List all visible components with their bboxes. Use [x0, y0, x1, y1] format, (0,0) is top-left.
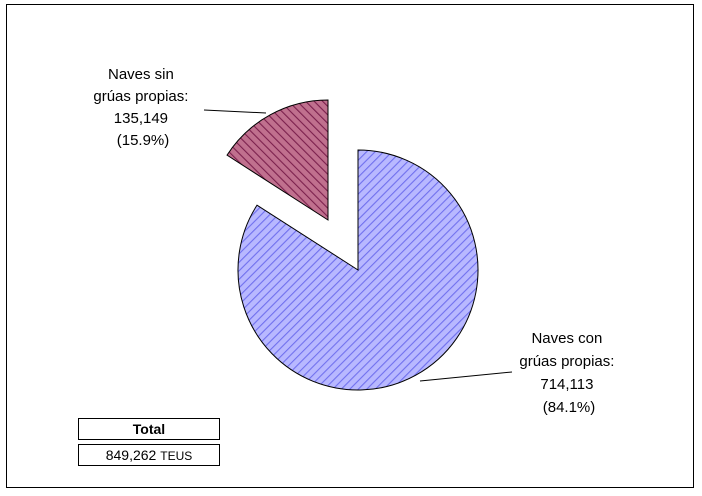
total-value-cell: 849,262 TEUS — [78, 444, 220, 466]
chart-frame — [6, 4, 694, 488]
pie-slice-naves-sin-gruas — [226, 99, 329, 221]
leader-line-naves-sin-gruas — [203, 109, 267, 114]
total-header: Total — [78, 418, 220, 440]
leader-line-naves-con-gruas — [419, 371, 513, 382]
pie-slice-naves-con-gruas — [237, 149, 479, 391]
total-unit: TEUS — [160, 449, 193, 463]
slice-label-naves-sin-gruas: Naves sin grúas propias: 135,149 (15.9%) — [93, 66, 192, 149]
slice-label-naves-con-gruas: Naves con grúas propias: 714,113 (84.1%) — [519, 330, 618, 416]
total-value: 849,262 — [105, 447, 157, 463]
